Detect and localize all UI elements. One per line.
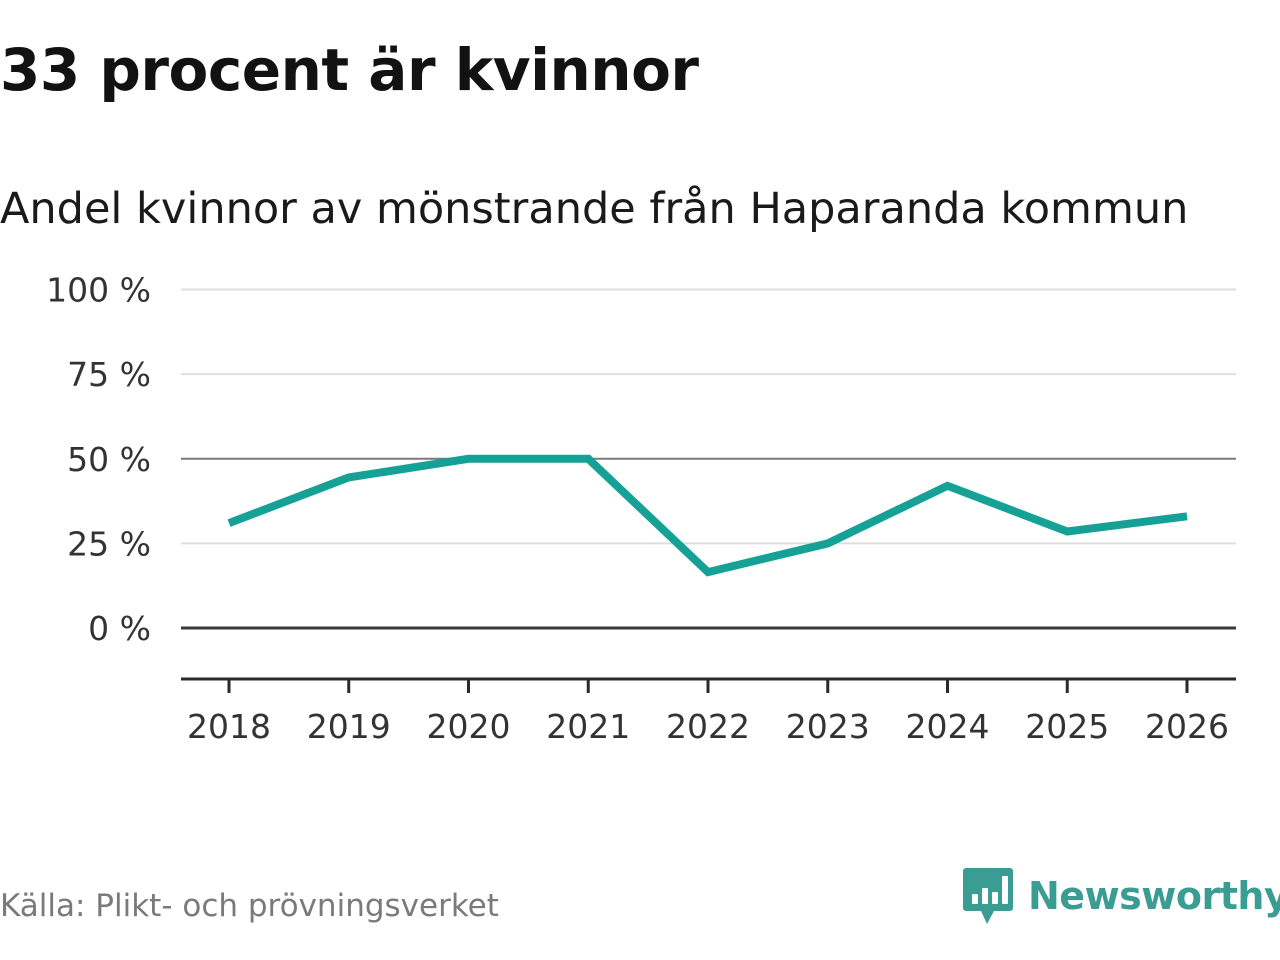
x-tick-label-2019: 2019 (307, 707, 391, 746)
newsworthy-logo-icon (963, 868, 1013, 924)
grid-layer (181, 288, 1236, 630)
x-tick-label-2026: 2026 (1145, 707, 1229, 746)
x-tick-label-2023: 2023 (786, 707, 870, 746)
y-tick-label: 25 % (67, 524, 151, 563)
brand-name: Newsworthy (1028, 874, 1280, 918)
chart-subtitle: Andel kvinnor av mönstrande från Haparan… (0, 184, 1189, 234)
source-note: Källa: Plikt- och prövningsverket (0, 888, 499, 924)
y-tick-label: 0 % (88, 609, 151, 648)
series-line-andel-kvinnor (227, 454, 1188, 577)
y-axis-labels: 100 % 75 % 50 % 25 % 0 % (46, 271, 151, 649)
x-tick-label-2022: 2022 (666, 707, 750, 746)
x-axis-ticks: 2018 2019 2020 2021 2022 2023 2024 2025 2026 (187, 679, 1229, 746)
y-tick-label: 100 % (46, 271, 151, 310)
x-tick-label-2018: 2018 (187, 707, 271, 746)
y-tick-label: 75 % (67, 355, 151, 394)
x-tick-label-2024: 2024 (906, 707, 990, 746)
x-tick-label-2025: 2025 (1025, 707, 1109, 746)
x-tick-label-2020: 2020 (427, 707, 511, 746)
y-tick-label: 50 % (67, 440, 151, 479)
chart-title: 33 procent är kvinnor (0, 36, 699, 104)
x-tick-label-2021: 2021 (546, 707, 630, 746)
brand-logo: Newsworthy (962, 866, 1280, 926)
